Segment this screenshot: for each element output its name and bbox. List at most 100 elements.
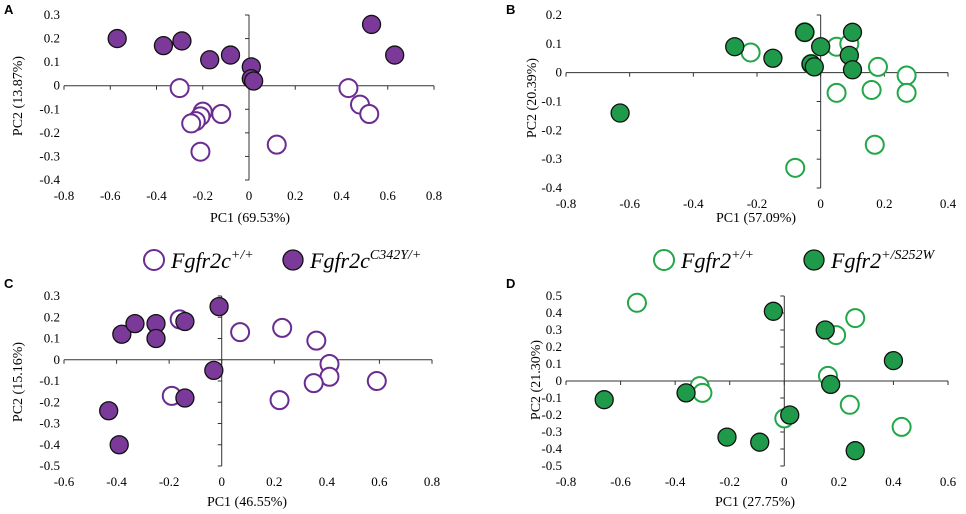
panel-c-x-tick-label: -0.4 <box>106 474 127 489</box>
panel-c-point-mutant <box>125 313 145 334</box>
legend-label-fgfr2c-wt-sup: +/+ <box>231 248 254 263</box>
panel-c-point-wildtype <box>303 373 324 394</box>
panel-c-x-tick-label: 0.2 <box>266 474 282 489</box>
panel-c-y-tick-label: 0 <box>54 352 61 367</box>
panel-c-point-wildtype <box>366 371 387 391</box>
panel-b-y-tick-label: -0.3 <box>541 151 562 166</box>
panel-b-x-tick-label: -0.4 <box>683 196 704 211</box>
panel-b-x-tick-label: -0.6 <box>619 196 640 211</box>
panel-d-y-tick-label: 0.2 <box>546 339 562 354</box>
legend-marker-fgfr2-s252w <box>803 249 825 271</box>
panel-b-point-wildtype <box>864 134 885 155</box>
panel-a-x-tick-label: -0.2 <box>192 188 213 203</box>
panel-a-point-mutant <box>243 71 264 91</box>
panel-b-x-axis-title: PC1 (57.09%) <box>716 211 796 226</box>
panel-a-point-mutant <box>361 14 382 35</box>
panel-c-x-tick-label: 0 <box>218 474 225 489</box>
panel-d-point-mutant <box>763 301 784 321</box>
panel-c-point-mutant <box>175 311 195 332</box>
panel-b-point-wildtype <box>861 79 882 100</box>
panel-b-x-tick-label: -0.2 <box>747 196 768 211</box>
panel-a-point-wildtype <box>190 141 211 162</box>
panel-c-point-mutant <box>209 296 229 317</box>
panel-a-x-tick-label: -0.4 <box>146 188 167 203</box>
panel-c-point-mutant <box>175 388 195 408</box>
panel-a: A PC1 (69.53%) PC2 (13.87%) -0.8 -0.6 -0.4… <box>4 2 442 226</box>
panel-d-point-wildtype <box>845 308 866 329</box>
panel-b-y-axis-title: PC2 (20.39%) <box>525 58 540 138</box>
panel-d-letter: D <box>506 276 515 291</box>
panel-a-point-wildtype <box>169 78 190 99</box>
panel-b-x-tick-label: 0 <box>817 196 824 211</box>
panel-a-y-axis-title: PC2 (13.87%) <box>11 56 26 136</box>
panel-d-x-tick-label: -0.6 <box>610 474 631 489</box>
panel-b-point-mutant <box>811 37 831 57</box>
panel-c-x-tick-label: 0.8 <box>424 474 440 489</box>
panel-a-x-tick-label: 0.8 <box>426 188 442 203</box>
panel-d-point-mutant <box>676 383 696 403</box>
panel-d-y-tick-label: -0.3 <box>541 424 562 439</box>
panel-d-point-mutant <box>594 390 614 410</box>
panel-b-y-tick-label: 0.2 <box>546 7 562 22</box>
panel-c-y-tick-label: -0.4 <box>39 437 60 452</box>
panel-d-y-tick-label: 0.5 <box>546 288 562 303</box>
panel-d-y-tick-label: 0.4 <box>546 305 563 320</box>
panel-b-point-wildtype <box>785 157 806 178</box>
panel-d-x-tick-label: 0.2 <box>831 474 847 489</box>
panel-d-x-tick-label: -0.8 <box>556 474 577 489</box>
panel-c-point-mutant <box>99 401 119 421</box>
legend-label-fgfr2c-wt-name: Fgfr2c <box>170 248 231 273</box>
panel-a-y-tick-label: 0.3 <box>44 7 60 22</box>
panel-c-y-tick-label: 0.3 <box>44 288 60 303</box>
panel-b-letter: B <box>506 2 515 17</box>
panel-b-y-tick-label: -0.2 <box>541 122 562 137</box>
legend-label-fgfr2-wt: Fgfr2+/+ <box>680 248 754 273</box>
panel-b-point-wildtype <box>867 56 888 77</box>
panel-b-point-mutant <box>763 48 783 68</box>
panel-a-x-tick-label: -0.6 <box>100 188 121 203</box>
panel-c-letter: C <box>4 276 14 291</box>
panel-c-x-tick-label: -0.6 <box>54 474 75 489</box>
panel-d-y-tick-label: 0 <box>556 373 563 388</box>
panel-a-letter: A <box>4 2 14 17</box>
legend-label-fgfr2c-c342y: Fgfr2cC342Y/+ <box>309 248 421 273</box>
panel-d-x-axis-title: PC1 (27.75%) <box>715 495 795 510</box>
panel-a-point-mutant <box>385 45 405 65</box>
panel-b-point-mutant <box>725 37 745 57</box>
panel-b-point-mutant <box>795 22 815 42</box>
panel-a-y-tick-label: -0.2 <box>39 125 60 140</box>
panel-d-y-tick-label: -0.4 <box>541 441 562 456</box>
panel-c-y-tick-label: -0.5 <box>39 458 60 473</box>
panel-a-point-wildtype <box>211 104 232 124</box>
panel-a-point-mutant <box>153 35 174 56</box>
panel-a-point-wildtype <box>338 78 359 99</box>
panel-d-y-tick-label: 0.1 <box>546 356 562 371</box>
panel-c-y-tick-label: -0.2 <box>39 394 60 409</box>
panel-d-point-mutant <box>821 374 841 395</box>
legend-marker-fgfr2-wt <box>653 249 675 271</box>
panel-a-x-tick-label: 0.6 <box>380 188 397 203</box>
panel-c-y-tick-label: -0.1 <box>39 373 60 388</box>
panel-d-point-mutant <box>815 320 835 340</box>
panel-b-x-tick-label: 0.4 <box>940 196 957 211</box>
panel-a-point-mutant <box>107 28 127 49</box>
panel-d-point-mutant <box>750 432 770 452</box>
panel-c-x-tick-label: 0.6 <box>371 474 388 489</box>
legend-label-fgfr2-s252w-sup: +/S252W <box>881 248 935 263</box>
panel-b-point-mutant <box>610 103 630 123</box>
legend-label-fgfr2c-wt: Fgfr2c+/+ <box>170 248 254 273</box>
panel-d-point-mutant <box>883 350 904 371</box>
panel-d-x-tick-label: 0.6 <box>940 474 957 489</box>
panel-a-y-tick-label: 0.1 <box>44 54 60 69</box>
panel-d-point-mutant <box>717 427 737 447</box>
legend-label-fgfr2-s252w: Fgfr2+/S252W <box>830 248 935 273</box>
legend-marker-fgfr2c-c342y <box>282 249 304 271</box>
panel-c-x-tick-label: -0.2 <box>159 474 180 489</box>
panel-d-y-tick-label: 0.3 <box>546 322 562 337</box>
panel-b-point-wildtype <box>826 82 847 103</box>
panel-a-point-wildtype <box>359 104 380 124</box>
panel-d-point-wildtype <box>839 394 860 415</box>
panel-a-x-tick-label: 0 <box>246 188 253 203</box>
panel-c-point-mutant <box>112 324 132 344</box>
panel-a-x-tick-label: -0.8 <box>54 188 75 203</box>
